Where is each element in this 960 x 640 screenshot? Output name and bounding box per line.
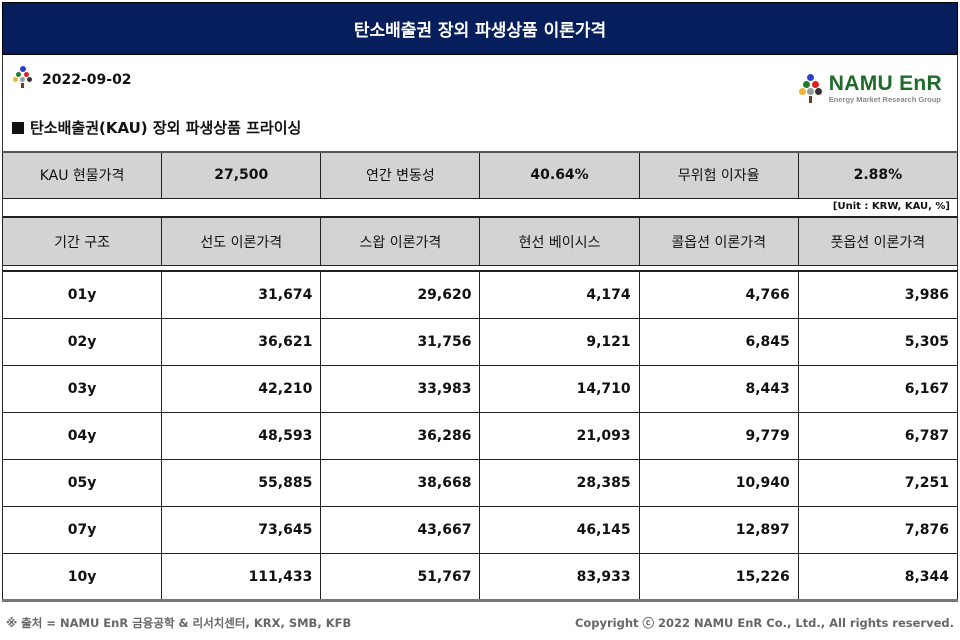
call-price-cell: 15,226 xyxy=(638,553,799,601)
term-cell: 02y xyxy=(1,318,163,366)
put-price-cell: 5,305 xyxy=(797,318,959,366)
call-price-cell: 4,766 xyxy=(638,271,799,319)
section-title-text: 탄소배출권(KAU) 장외 파생상품 프라이싱 xyxy=(30,119,302,137)
section-title: 탄소배출권(KAU) 장외 파생상품 프라이싱 xyxy=(12,117,301,138)
term-cell: 04y xyxy=(1,412,163,460)
report-date: 2022-09-02 xyxy=(42,72,132,88)
column-header: 풋옵션 이론가격 xyxy=(797,217,959,266)
put-price-cell: 3,986 xyxy=(797,271,959,319)
header-separator xyxy=(2,265,958,271)
put-price-cell: 6,787 xyxy=(797,412,959,460)
forward-price-cell: 48,593 xyxy=(161,412,322,460)
call-price-cell: 12,897 xyxy=(638,506,799,554)
term-cell: 07y xyxy=(1,506,163,554)
table-row: 05y 55,885 38,668 28,385 10,940 7,251 xyxy=(1,459,959,507)
forward-price-cell: 36,621 xyxy=(161,318,322,366)
put-price-cell: 7,876 xyxy=(797,506,959,554)
forward-price-cell: 55,885 xyxy=(161,459,322,507)
spot-price-value: 27,500 xyxy=(161,151,322,199)
volatility-value: 40.64% xyxy=(479,151,640,199)
basis-cell: 83,933 xyxy=(479,553,640,601)
source-note: ※ 출처 = NAMU EnR 금융공학 & 리서치센터, KRX, SMB, … xyxy=(6,616,352,630)
basis-cell: 28,385 xyxy=(479,459,640,507)
column-header: 콜옵션 이론가격 xyxy=(638,217,799,266)
column-header: 스왑 이론가격 xyxy=(320,217,481,266)
term-cell: 10y xyxy=(1,553,163,601)
forward-price-cell: 111,433 xyxy=(161,553,322,601)
unit-note: [Unit : KRW, KAU, %] xyxy=(2,197,958,217)
report-date-row: 2022-09-02 xyxy=(12,66,132,94)
pricing-table: 01y 31,674 29,620 4,174 4,766 3,986 02y … xyxy=(1,271,959,602)
call-price-cell: 8,443 xyxy=(638,365,799,413)
table-row: 07y 73,645 43,667 46,145 12,897 7,876 xyxy=(1,506,959,554)
call-price-cell: 9,779 xyxy=(638,412,799,460)
page-title-bar: 탄소배출권 장외 파생상품 이론가격 xyxy=(2,2,958,55)
put-price-cell: 6,167 xyxy=(797,365,959,413)
spot-price-label: KAU 현물가격 xyxy=(1,151,163,199)
basis-cell: 14,710 xyxy=(479,365,640,413)
summary-row: KAU 현물가격 27,500 연간 변동성 40.64% 무위험 이자율 2.… xyxy=(1,151,959,199)
call-price-cell: 10,940 xyxy=(638,459,799,507)
call-price-cell: 6,845 xyxy=(638,318,799,366)
namu-tree-icon xyxy=(798,72,823,104)
term-cell: 05y xyxy=(1,459,163,507)
risk-free-rate-value: 2.88% xyxy=(797,151,959,199)
table-row: 02y 36,621 31,756 9,121 6,845 5,305 xyxy=(1,318,959,366)
swap-price-cell: 51,767 xyxy=(320,553,481,601)
basis-cell: 9,121 xyxy=(479,318,640,366)
market-summary-table: KAU 현물가격 27,500 연간 변동성 40.64% 무위험 이자율 2.… xyxy=(1,151,959,199)
swap-price-cell: 36,286 xyxy=(320,412,481,460)
forward-price-cell: 73,645 xyxy=(161,506,322,554)
table-row: 03y 42,210 33,983 14,710 8,443 6,167 xyxy=(1,365,959,413)
brand-name: NAMU EnR xyxy=(828,71,942,95)
term-cell: 03y xyxy=(1,365,163,413)
table-row: 04y 48,593 36,286 21,093 9,779 6,787 xyxy=(1,412,959,460)
risk-free-rate-label: 무위험 이자율 xyxy=(638,151,799,199)
bullet-square-icon xyxy=(12,121,24,134)
volatility-label: 연간 변동성 xyxy=(320,151,481,199)
swap-price-cell: 31,756 xyxy=(320,318,481,366)
swap-price-cell: 38,668 xyxy=(320,459,481,507)
term-cell: 01y xyxy=(1,271,163,319)
column-header: 선도 이론가격 xyxy=(161,217,322,266)
basis-cell: 21,093 xyxy=(479,412,640,460)
basis-cell: 4,174 xyxy=(479,271,640,319)
brand-subtitle: Energy Market Research Group xyxy=(828,94,941,104)
put-price-cell: 8,344 xyxy=(797,553,959,601)
table-row: 10y 111,433 51,767 83,933 15,226 8,344 xyxy=(1,553,959,601)
column-header: 기간 구조 xyxy=(1,217,163,266)
basis-cell: 46,145 xyxy=(479,506,640,554)
pricing-table-header: 기간 구조 선도 이론가격 스왑 이론가격 현선 베이시스 콜옵션 이론가격 풋… xyxy=(1,217,959,266)
namu-logo-small-icon xyxy=(12,66,34,94)
forward-price-cell: 31,674 xyxy=(161,271,322,319)
header-row: 기간 구조 선도 이론가격 스왑 이론가격 현선 베이시스 콜옵션 이론가격 풋… xyxy=(1,217,959,266)
column-header: 현선 베이시스 xyxy=(479,217,640,266)
swap-price-cell: 33,983 xyxy=(320,365,481,413)
copyright-note: Copyright ⓒ 2022 NAMU EnR Co., Ltd., All… xyxy=(574,616,954,630)
swap-price-cell: 43,667 xyxy=(320,506,481,554)
page-title: 탄소배출권 장외 파생상품 이론가격 xyxy=(353,21,607,41)
swap-price-cell: 29,620 xyxy=(320,271,481,319)
forward-price-cell: 42,210 xyxy=(161,365,322,413)
put-price-cell: 7,251 xyxy=(797,459,959,507)
brand-logo: NAMU EnR Energy Market Research Group xyxy=(798,71,942,104)
table-row: 01y 31,674 29,620 4,174 4,766 3,986 xyxy=(1,271,959,319)
